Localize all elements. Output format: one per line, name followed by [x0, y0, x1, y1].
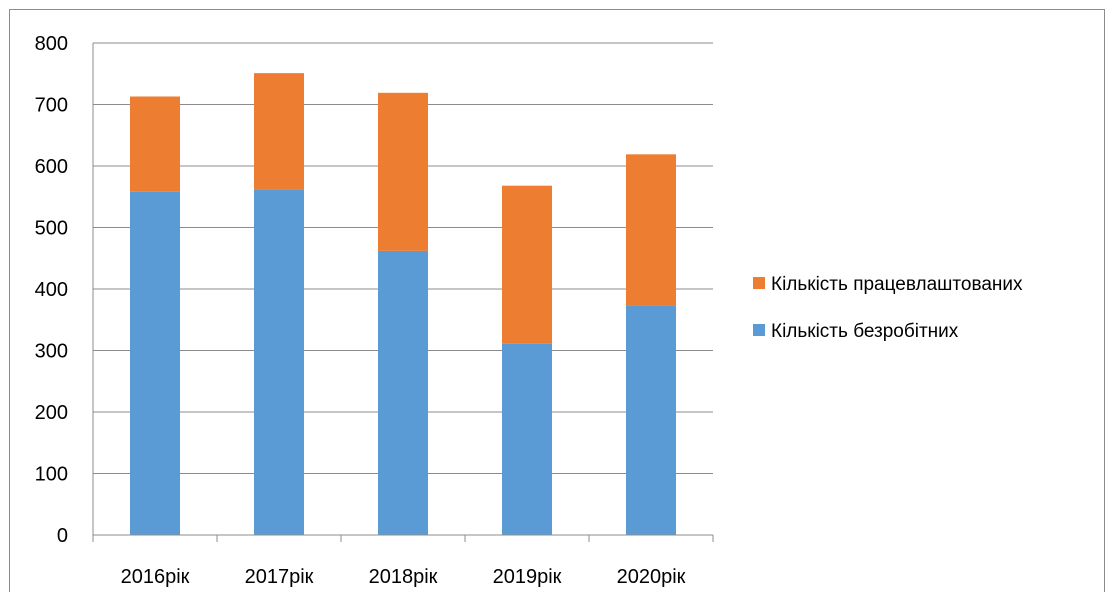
x-tick-label: 2017рік	[245, 566, 314, 588]
legend-swatch	[753, 277, 765, 289]
bar-segment	[254, 73, 304, 190]
bar-segment	[130, 191, 180, 535]
bar-segment	[502, 343, 552, 535]
legend-swatch	[753, 324, 765, 336]
y-tick-label: 200	[35, 402, 68, 424]
x-tick-label: 2019рік	[493, 566, 562, 588]
legend-label: Кількість безробітних	[771, 321, 959, 342]
y-tick-label: 100	[35, 464, 68, 486]
y-tick-label: 0	[57, 525, 68, 547]
x-axis-labels: 2016рік 2017рік 2018рік 2019рік 2020рік	[121, 566, 686, 588]
y-tick-label: 300	[35, 341, 68, 363]
x-tick-label: 2020рік	[617, 566, 686, 588]
y-tick-label: 700	[35, 95, 68, 117]
legend-label: Кількість працевлаштованих	[771, 274, 1023, 295]
bar-segment	[626, 305, 676, 535]
bar-segment	[254, 189, 304, 535]
y-tick-label: 800	[35, 33, 68, 55]
bar-segment	[502, 185, 552, 344]
axes	[92, 43, 714, 542]
bars	[130, 73, 676, 535]
bar-segment	[378, 92, 428, 251]
x-tick-label: 2016рік	[121, 566, 190, 588]
y-axis-labels: 0 100 200 300 400 500 600 700 800	[35, 33, 68, 547]
chart-frame	[9, 9, 1105, 592]
bar-segment	[130, 96, 180, 192]
y-tick-label: 500	[35, 218, 68, 240]
legend: Кількість працевлаштованих Кількість безр…	[753, 274, 1023, 342]
bar-segment	[626, 154, 676, 306]
x-tick-label: 2018рік	[369, 566, 438, 588]
y-tick-label: 600	[35, 156, 68, 178]
bar-segment	[378, 250, 428, 535]
y-tick-label: 400	[35, 279, 68, 301]
